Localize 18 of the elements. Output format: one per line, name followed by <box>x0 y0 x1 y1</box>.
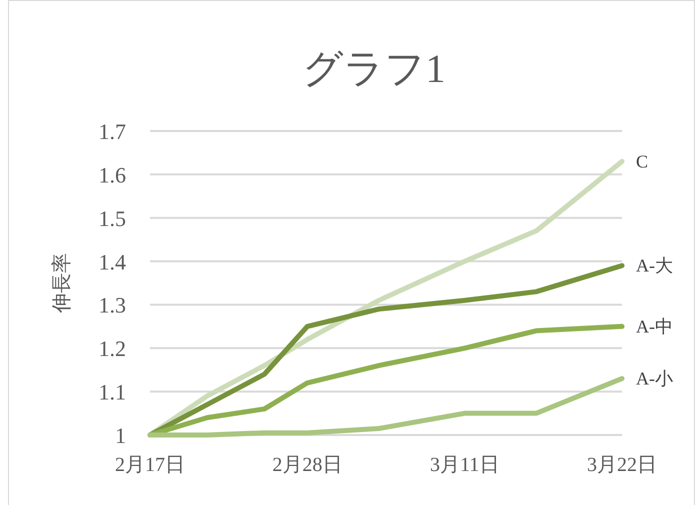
y-tick-label: 1.6 <box>98 162 126 188</box>
series-label: A-大 <box>636 256 673 276</box>
x-tick-label: 2月28日 <box>272 454 342 476</box>
series-label: C <box>636 151 648 172</box>
series-label: A-小 <box>636 368 673 389</box>
x-tick-label: 2月17日 <box>115 454 185 476</box>
x-tick-label: 3月11日 <box>430 454 500 476</box>
y-tick-label: 1.4 <box>98 249 126 274</box>
y-tick-label: 1.2 <box>98 336 126 362</box>
y-tick-label: 1.1 <box>98 380 126 405</box>
y-tick-label: 1.3 <box>98 292 126 318</box>
chart-title: グラフ1 <box>302 46 446 91</box>
x-tick-label: 3月22日 <box>587 454 657 476</box>
y-axis-title: 伸長率 <box>51 253 73 314</box>
y-tick-label: 1 <box>115 423 126 448</box>
y-tick-label: 1.5 <box>98 206 126 231</box>
y-tick-label: 1.7 <box>98 119 126 144</box>
series-label: A-中 <box>636 316 673 336</box>
